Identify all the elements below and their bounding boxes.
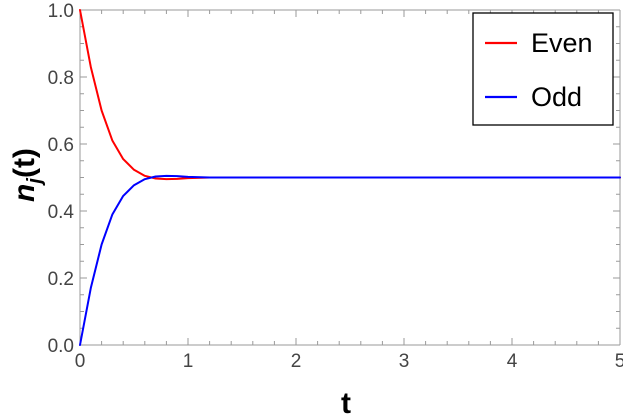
y-tick-label: 1.0: [48, 1, 74, 22]
legend-label-odd: Odd: [531, 82, 582, 112]
y-axis-label: nj(t): [8, 148, 46, 202]
y-tick-label: 0.0: [48, 336, 74, 357]
y-tick-label: 0.8: [48, 68, 74, 89]
x-tick-label: 0: [75, 351, 86, 372]
x-tick-label: 2: [291, 351, 302, 372]
x-axis-label: t: [341, 387, 351, 415]
legend: Even Odd: [472, 12, 614, 126]
axis-ticks: 0 1 2 3 4 5 0.0 0.2 0.4 0.6 0.8 1.0: [48, 1, 623, 372]
x-tick-label: 1: [183, 351, 194, 372]
y-tick-label: 0.4: [48, 202, 75, 223]
legend-box: [472, 12, 614, 126]
y-tick-label: 0.2: [48, 269, 74, 290]
y-axis-label-rest: (t): [8, 148, 41, 178]
x-tick-label: 5: [615, 351, 623, 372]
series-group: [79, 9, 621, 346]
x-tick-label: 3: [399, 351, 410, 372]
y-axis-label-main: n: [8, 184, 41, 202]
series-line-odd: [79, 174, 621, 346]
x-tick-label: 4: [507, 351, 518, 372]
y-axis-label-sub: j: [24, 178, 46, 187]
y-tick-label: 0.6: [48, 135, 74, 156]
legend-label-even: Even: [531, 28, 593, 58]
